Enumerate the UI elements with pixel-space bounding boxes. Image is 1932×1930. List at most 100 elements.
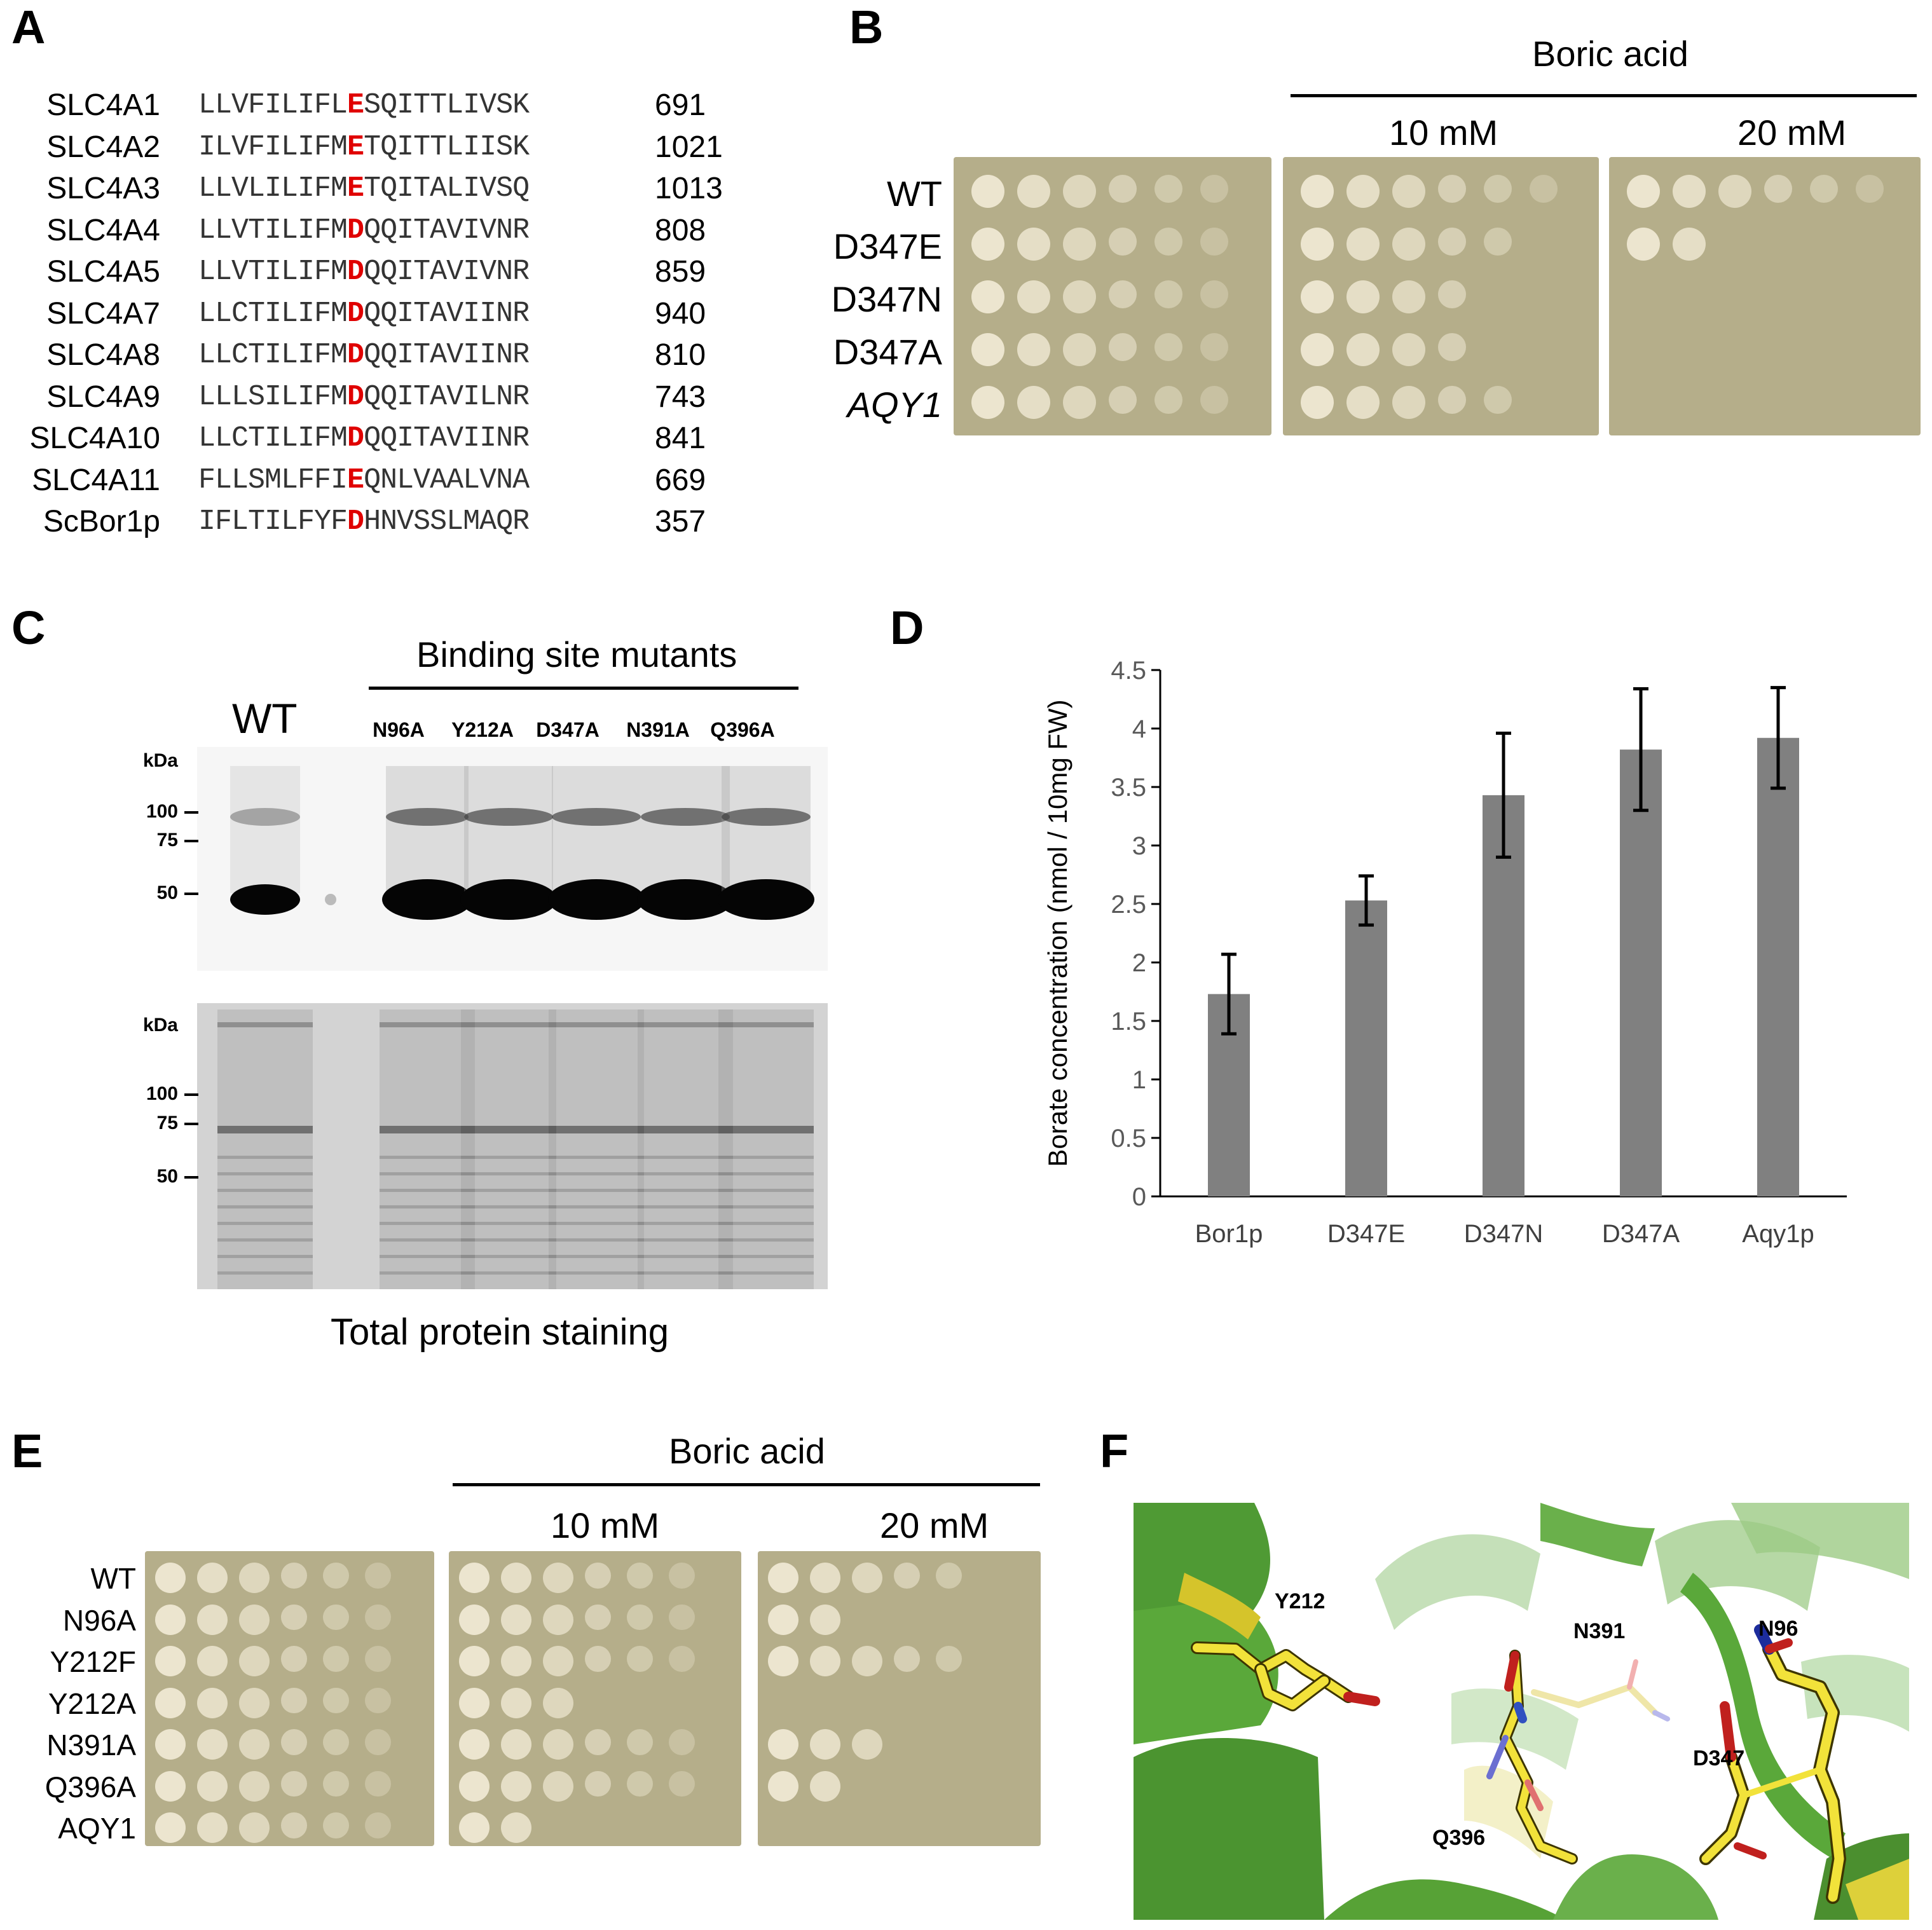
gel-band-low — [718, 1255, 814, 1258]
sequence-name: SLC4A7 — [46, 296, 160, 331]
gel-lane — [718, 1009, 814, 1289]
lane-label: N96A — [373, 718, 425, 741]
gel-band-low — [718, 1172, 814, 1175]
band-50kda — [230, 884, 300, 915]
yeast-spot — [365, 1729, 391, 1755]
band-100kda — [386, 808, 469, 826]
gel-band-low — [461, 1238, 556, 1242]
yeast-spot — [585, 1604, 611, 1631]
conserved-residue: D — [347, 505, 364, 538]
gel-band-75 — [638, 1126, 733, 1133]
band-50kda — [382, 879, 472, 920]
yeast-spot — [768, 1563, 798, 1593]
yeast-spot — [543, 1729, 573, 1760]
gel-band-low — [549, 1238, 644, 1242]
panel-letter-a: A — [11, 1, 46, 53]
yeast-spot — [971, 386, 1004, 419]
strain-label: D347A — [833, 332, 942, 372]
yeast-spot — [501, 1687, 531, 1718]
sequence-text: ILVFILIFMETQITTLIISK — [198, 130, 530, 163]
gel-band-low — [638, 1255, 733, 1258]
yeast-spot — [1017, 228, 1050, 261]
sequence-prefix: LLCTILIFM — [198, 339, 348, 371]
gel-band-low — [380, 1238, 475, 1242]
yeast-spot — [585, 1729, 611, 1755]
yeast-spot — [155, 1812, 186, 1843]
binding-site-structure — [1134, 1503, 1909, 1920]
strain-label: Y212A — [48, 1687, 136, 1720]
sequence-text: LLCTILIFMDQQITAVIINR — [198, 339, 530, 371]
sequence-text: LLVFILIFLESQITTLIVSK — [198, 89, 530, 121]
strain-label: AQY1 — [58, 1812, 136, 1845]
chart-svg: 0 0.5 1 1.5 2 2.5 3 3.5 4 4.5 Bor1p D347E D347N D347A… — [1043, 657, 1847, 1248]
strain-label: D347E — [833, 226, 942, 266]
sequence-prefix: LLVTILIFM — [198, 256, 348, 288]
yeast-spot — [1530, 175, 1558, 203]
band-50kda — [718, 879, 814, 920]
gel-band-top — [549, 1022, 644, 1027]
yeast-spot — [1438, 175, 1467, 203]
yeast-spot — [501, 1604, 531, 1635]
gel-band-low — [461, 1222, 556, 1225]
band-100kda — [722, 808, 811, 826]
gel-lane — [380, 1009, 475, 1289]
yeast-spot — [585, 1646, 611, 1672]
yeast-spot — [1346, 228, 1380, 261]
gel-band-low — [461, 1271, 556, 1275]
plate-10mm-e — [449, 1551, 741, 1846]
faint-spot — [325, 894, 336, 905]
band-100kda — [230, 808, 300, 826]
sequence-prefix: IFLTILFYF — [198, 505, 348, 538]
yeast-spot — [1673, 175, 1706, 208]
yeast-spot — [852, 1563, 882, 1593]
y-tick-label: 0.5 — [1111, 1125, 1146, 1153]
binding-site-underline — [369, 687, 798, 690]
strain-label: D347N — [831, 279, 942, 319]
yeast-spot — [281, 1604, 307, 1631]
yeast-spot — [1017, 280, 1050, 313]
gel-band-low — [718, 1238, 814, 1242]
gel-band-low — [217, 1205, 313, 1208]
band-50kda — [637, 879, 734, 920]
yeast-spot — [1301, 386, 1334, 419]
sequence-position: 669 — [655, 463, 706, 497]
yeast-spot — [155, 1604, 186, 1635]
y-tick-label: 4 — [1132, 715, 1146, 743]
conserved-residue: D — [347, 256, 364, 288]
yeast-spot — [1301, 280, 1334, 313]
band-100kda — [464, 808, 553, 826]
yeast-spot — [768, 1604, 798, 1635]
conc-10mm-label-e: 10 mM — [551, 1505, 660, 1545]
marker-tick — [184, 893, 198, 895]
y-axis-title: Borate concentration (nmol / 10mg FW) — [1043, 699, 1072, 1167]
gel-band-low — [217, 1255, 313, 1258]
yeast-spot — [501, 1812, 531, 1843]
yeast-spot — [197, 1812, 228, 1843]
panel-letter-c: C — [11, 601, 46, 654]
gel-band-top — [380, 1022, 475, 1027]
yeast-spot — [936, 1563, 962, 1589]
yeast-spot — [1154, 175, 1183, 203]
sequence-suffix: TQITTLIISK — [364, 130, 530, 163]
gel-lane — [638, 1009, 733, 1289]
gel-band-top — [217, 1022, 313, 1027]
yeast-spot — [281, 1770, 307, 1797]
gel-lane — [549, 1009, 644, 1289]
yeast-spot — [1109, 228, 1137, 256]
gel-band-low — [461, 1205, 556, 1208]
yeast-spot — [852, 1729, 882, 1760]
yeast-spot — [239, 1563, 270, 1593]
yeast-spot — [365, 1646, 391, 1672]
conserved-residue: D — [347, 422, 364, 455]
gel-band-low — [638, 1156, 733, 1159]
yeast-spot — [197, 1770, 228, 1802]
yeast-spot — [281, 1687, 307, 1714]
yeast-spot — [197, 1729, 228, 1760]
plate-20mm — [1609, 157, 1921, 435]
gel-band-low — [380, 1189, 475, 1192]
yeast-spot — [1438, 386, 1467, 414]
yeast-spot — [365, 1812, 391, 1838]
yeast-spot — [768, 1646, 798, 1676]
y-tick-label: 2.5 — [1111, 891, 1146, 919]
strain-label: Y212F — [50, 1645, 136, 1678]
